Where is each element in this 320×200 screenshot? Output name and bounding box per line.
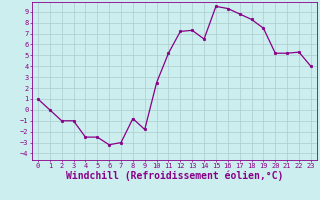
X-axis label: Windchill (Refroidissement éolien,°C): Windchill (Refroidissement éolien,°C) [66,171,283,181]
